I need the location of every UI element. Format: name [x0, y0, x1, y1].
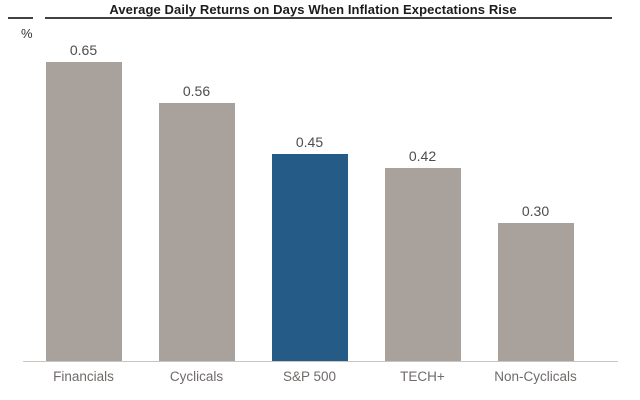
title-rule-left-segment [8, 17, 33, 19]
bar-value-label: 0.56 [182, 83, 211, 99]
category-label: S&P 500 [282, 369, 337, 384]
category-label: Non-Cyclicals [494, 369, 577, 384]
bar-tech [384, 168, 461, 361]
category-labels: Financials Cyclicals S&P 500 TECH+ Non-Cycli… [27, 369, 592, 384]
bar-cyclicals [158, 103, 235, 361]
plot-area: 0.65 0.56 0.45 0.42 0.30 [27, 39, 592, 361]
bar-column: 0.65 [27, 39, 140, 361]
bar-value-label: 0.45 [295, 134, 324, 150]
bar-value-label: 0.42 [408, 148, 437, 164]
title-rule [45, 17, 612, 19]
bar-column: 0.45 [253, 39, 366, 361]
bar-financials [45, 62, 122, 361]
bar-column: 0.56 [140, 39, 253, 361]
bar-value-label: 0.65 [69, 42, 98, 58]
category-label: Financials [53, 369, 114, 384]
bar-non-cyclicals [497, 223, 574, 361]
category-label: TECH+ [400, 369, 445, 384]
x-axis-line [23, 361, 618, 362]
bar-s-p-500 [271, 154, 348, 361]
bar-column: 0.42 [366, 39, 479, 361]
category-label: Cyclicals [169, 369, 224, 384]
bar-value-label: 0.30 [521, 203, 550, 219]
chart-title: Average Daily Returns on Days When Infla… [109, 2, 517, 17]
bar-column: 0.30 [479, 39, 592, 361]
y-axis-unit-label: % [21, 26, 33, 41]
